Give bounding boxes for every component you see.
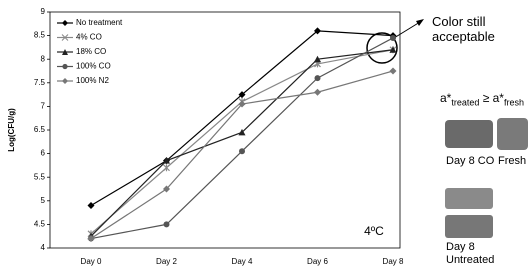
inequality: a*treated ≥ a*fresh xyxy=(440,92,524,109)
series-line xyxy=(91,31,393,206)
legend-marker xyxy=(62,64,67,69)
text: ≥ a* xyxy=(479,91,504,105)
marker xyxy=(314,89,321,96)
photo-day8-co xyxy=(445,120,493,148)
legend-label: 100% CO xyxy=(76,62,111,71)
y-axis-title: Log(CFU/g) xyxy=(7,108,16,152)
y-tick-label: 5 xyxy=(41,196,46,205)
legend-label: 4% CO xyxy=(76,33,102,42)
marker xyxy=(88,202,95,209)
arrow-head xyxy=(416,19,424,26)
y-tick-label: 4 xyxy=(41,243,46,252)
legend-label: 18% CO xyxy=(76,47,106,56)
x-tick-label: Day 0 xyxy=(81,257,102,266)
temperature-label: 4ºC xyxy=(364,224,384,238)
text: a* xyxy=(440,91,451,105)
photo-untreated-1 xyxy=(445,188,493,209)
y-tick-label: 7.5 xyxy=(34,78,46,87)
legend-marker xyxy=(62,20,68,26)
marker xyxy=(164,164,170,171)
x-tick-label: Day 2 xyxy=(156,257,177,266)
y-tick-label: 5.5 xyxy=(34,172,46,181)
page: Log(CFU/g) 4ºC 4 4.5 5 5.5 6 6.5 7 7.5 8 8.5 9 Day … xyxy=(0,0,528,275)
text: treated xyxy=(451,97,479,107)
series-line xyxy=(91,50,393,234)
y-tick-label: 8 xyxy=(41,54,46,63)
y-tick-label: 6.5 xyxy=(34,125,46,134)
x-tick-label: Day 6 xyxy=(307,257,328,266)
photo-untreated-2 xyxy=(445,215,493,238)
arrow xyxy=(394,22,420,38)
annotation: Color still acceptable xyxy=(432,14,522,44)
y-tick-label: 4.5 xyxy=(34,220,46,229)
legend-label: No treatment xyxy=(76,18,123,27)
marker xyxy=(164,221,170,227)
marker xyxy=(390,35,396,41)
y-tick-label: 9 xyxy=(41,7,46,16)
photo-label: Fresh xyxy=(498,155,528,168)
x-tick-label: Day 8 xyxy=(383,257,404,266)
y-tick-label: 8.5 xyxy=(34,31,46,40)
marker xyxy=(239,148,245,154)
x-tick-label: Day 4 xyxy=(232,257,253,266)
marker xyxy=(390,68,397,75)
photo-label: Day 8 Untreated xyxy=(446,241,506,267)
y-tick-label: 6 xyxy=(41,149,46,158)
y-tick-label: 7 xyxy=(41,102,46,111)
photo-label: Day 8 CO xyxy=(446,155,496,168)
legend-marker xyxy=(62,78,68,84)
legend-label: 100% N2 xyxy=(76,76,109,85)
photo-fresh xyxy=(497,118,528,150)
text: fresh xyxy=(504,97,524,107)
marker xyxy=(315,75,321,81)
